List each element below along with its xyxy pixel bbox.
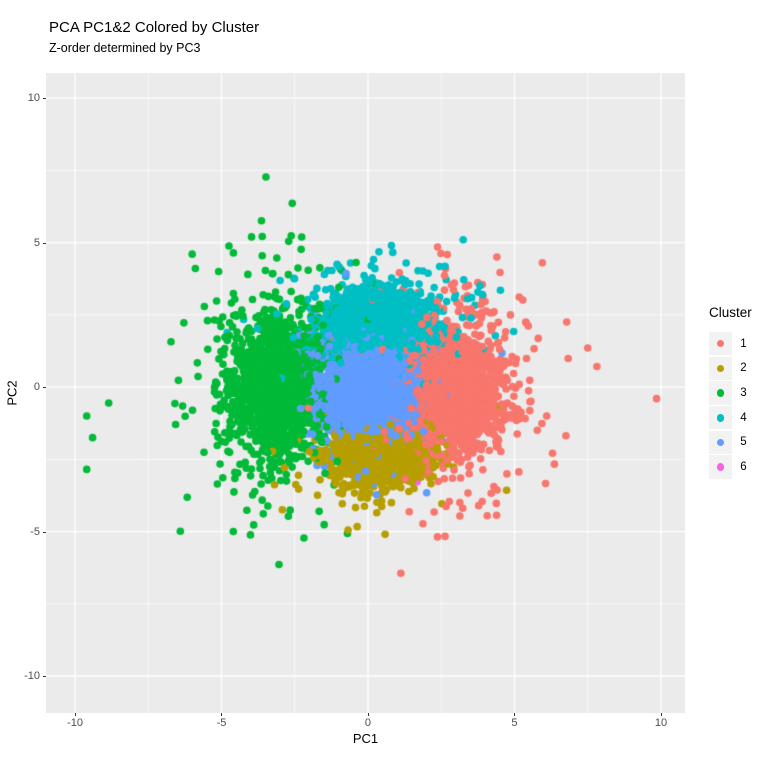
legend-label: 5 bbox=[740, 436, 747, 449]
plot-subtitle: Z-order determined by PC3 bbox=[49, 41, 201, 55]
legend-label: 6 bbox=[740, 461, 747, 474]
x-tick-label: -5 bbox=[216, 717, 227, 729]
legend-point-icon bbox=[716, 463, 725, 471]
y-tick-label: 10 bbox=[27, 92, 40, 105]
legend-label: 2 bbox=[740, 362, 747, 375]
y-tick-mark bbox=[43, 531, 46, 533]
legend: Cluster 1 2 3 4 5 6 bbox=[709, 305, 752, 480]
x-tick-mark bbox=[75, 713, 76, 716]
legend-label: 1 bbox=[740, 337, 747, 350]
y-tick-label: 0 bbox=[33, 381, 40, 394]
x-tick-label: 10 bbox=[654, 717, 668, 729]
legend-point-icon bbox=[716, 438, 725, 447]
legend-key-swatch bbox=[709, 381, 733, 405]
legend-key-swatch bbox=[709, 430, 733, 455]
legend-point-icon bbox=[716, 413, 725, 422]
x-tick-label: 5 bbox=[511, 717, 518, 729]
legend-point-icon bbox=[716, 389, 725, 397]
plot-title: PCA PC1&2 Colored by Cluster bbox=[49, 19, 260, 36]
y-tick-label: -10 bbox=[24, 670, 40, 683]
legend-rows: 1 2 3 4 5 6 bbox=[709, 332, 752, 479]
x-tick-mark bbox=[367, 713, 369, 716]
legend-key-swatch bbox=[709, 455, 733, 479]
y-axis-title: PC2 bbox=[4, 380, 20, 406]
x-tick-label: -10 bbox=[67, 717, 83, 729]
y-tick-label: -5 bbox=[30, 525, 40, 538]
legend-item-6: 6 bbox=[709, 455, 752, 479]
legend-item-4: 4 bbox=[709, 406, 752, 430]
x-tick-mark bbox=[221, 713, 223, 716]
y-tick-mark bbox=[43, 242, 46, 244]
x-axis-title: PC1 bbox=[352, 731, 379, 746]
legend-item-1: 1 bbox=[709, 332, 752, 356]
legend-item-2: 2 bbox=[709, 356, 752, 380]
plot-panel bbox=[46, 73, 685, 713]
y-tick-mark bbox=[43, 387, 46, 389]
legend-point-icon bbox=[716, 339, 725, 348]
legend-label: 3 bbox=[740, 387, 747, 400]
x-tick-label: 0 bbox=[364, 717, 372, 729]
legend-title: Cluster bbox=[709, 305, 752, 320]
legend-key-swatch bbox=[709, 356, 733, 380]
legend-key-swatch bbox=[709, 406, 733, 430]
legend-item-3: 3 bbox=[709, 381, 752, 405]
y-tick-label: 5 bbox=[33, 236, 40, 249]
legend-label: 4 bbox=[740, 411, 747, 424]
legend-key-swatch bbox=[709, 332, 733, 356]
y-tick-mark bbox=[43, 98, 46, 100]
legend-item-5: 5 bbox=[709, 430, 752, 455]
x-tick-mark bbox=[514, 713, 516, 716]
legend-point-icon bbox=[716, 364, 725, 373]
x-tick-mark bbox=[660, 713, 662, 716]
y-tick-mark bbox=[43, 676, 46, 678]
